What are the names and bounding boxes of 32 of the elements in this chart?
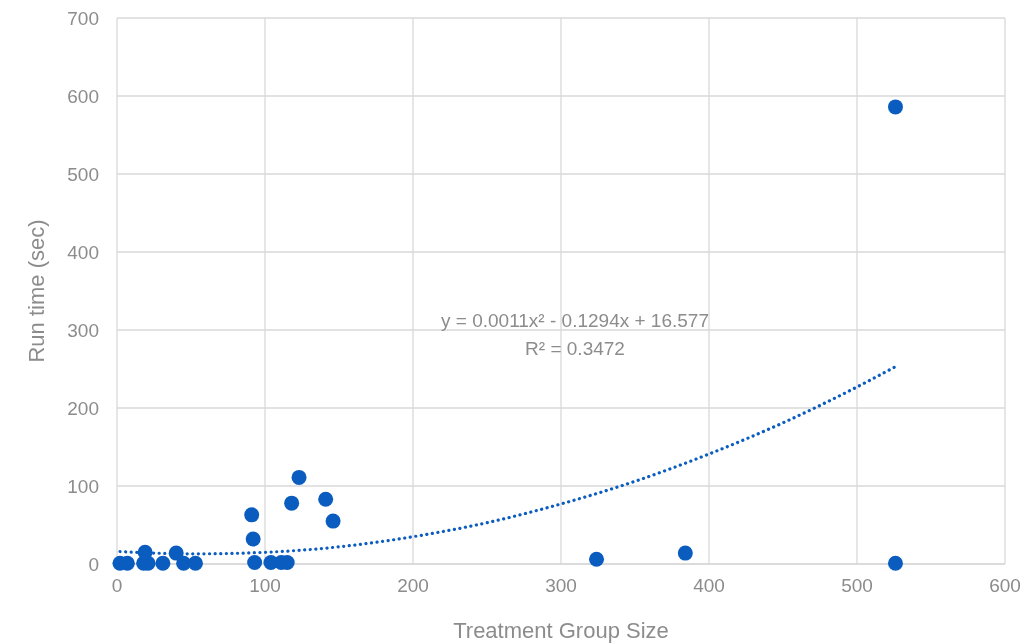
point <box>155 555 171 571</box>
point <box>284 495 300 511</box>
x-tick-label: 0 <box>111 575 123 596</box>
point <box>291 469 307 485</box>
x-axis-title: Treatment Group Size <box>453 618 669 643</box>
point <box>318 491 334 507</box>
x-tick-label: 300 <box>545 575 577 596</box>
point <box>589 551 605 567</box>
y-axis-title: Run time (sec) <box>24 219 49 363</box>
y-tick-label: 300 <box>67 320 99 341</box>
x-tick-label: 500 <box>841 575 873 596</box>
point <box>887 555 903 571</box>
point <box>187 555 203 571</box>
point <box>244 507 260 523</box>
y-tick-label: 600 <box>67 86 99 107</box>
point <box>887 99 903 115</box>
point <box>677 545 693 561</box>
y-tick-label: 100 <box>67 476 99 497</box>
annotation: R² = 0.3472 <box>525 338 625 359</box>
x-tick-label: 600 <box>989 575 1021 596</box>
point <box>247 554 263 570</box>
y-tick-label: 200 <box>67 398 99 419</box>
x-tick-label: 400 <box>693 575 725 596</box>
y-tick-label: 400 <box>67 242 99 263</box>
x-tick-label: 100 <box>249 575 281 596</box>
x-tick-label: 200 <box>397 575 429 596</box>
point <box>245 531 261 547</box>
point <box>325 513 341 529</box>
y-tick-label: 0 <box>88 554 99 575</box>
y-tick-label: 500 <box>67 164 99 185</box>
y-tick-label: 700 <box>67 8 99 29</box>
annotation: y = 0.0011x² - 0.1294x + 16.577 <box>441 310 709 331</box>
